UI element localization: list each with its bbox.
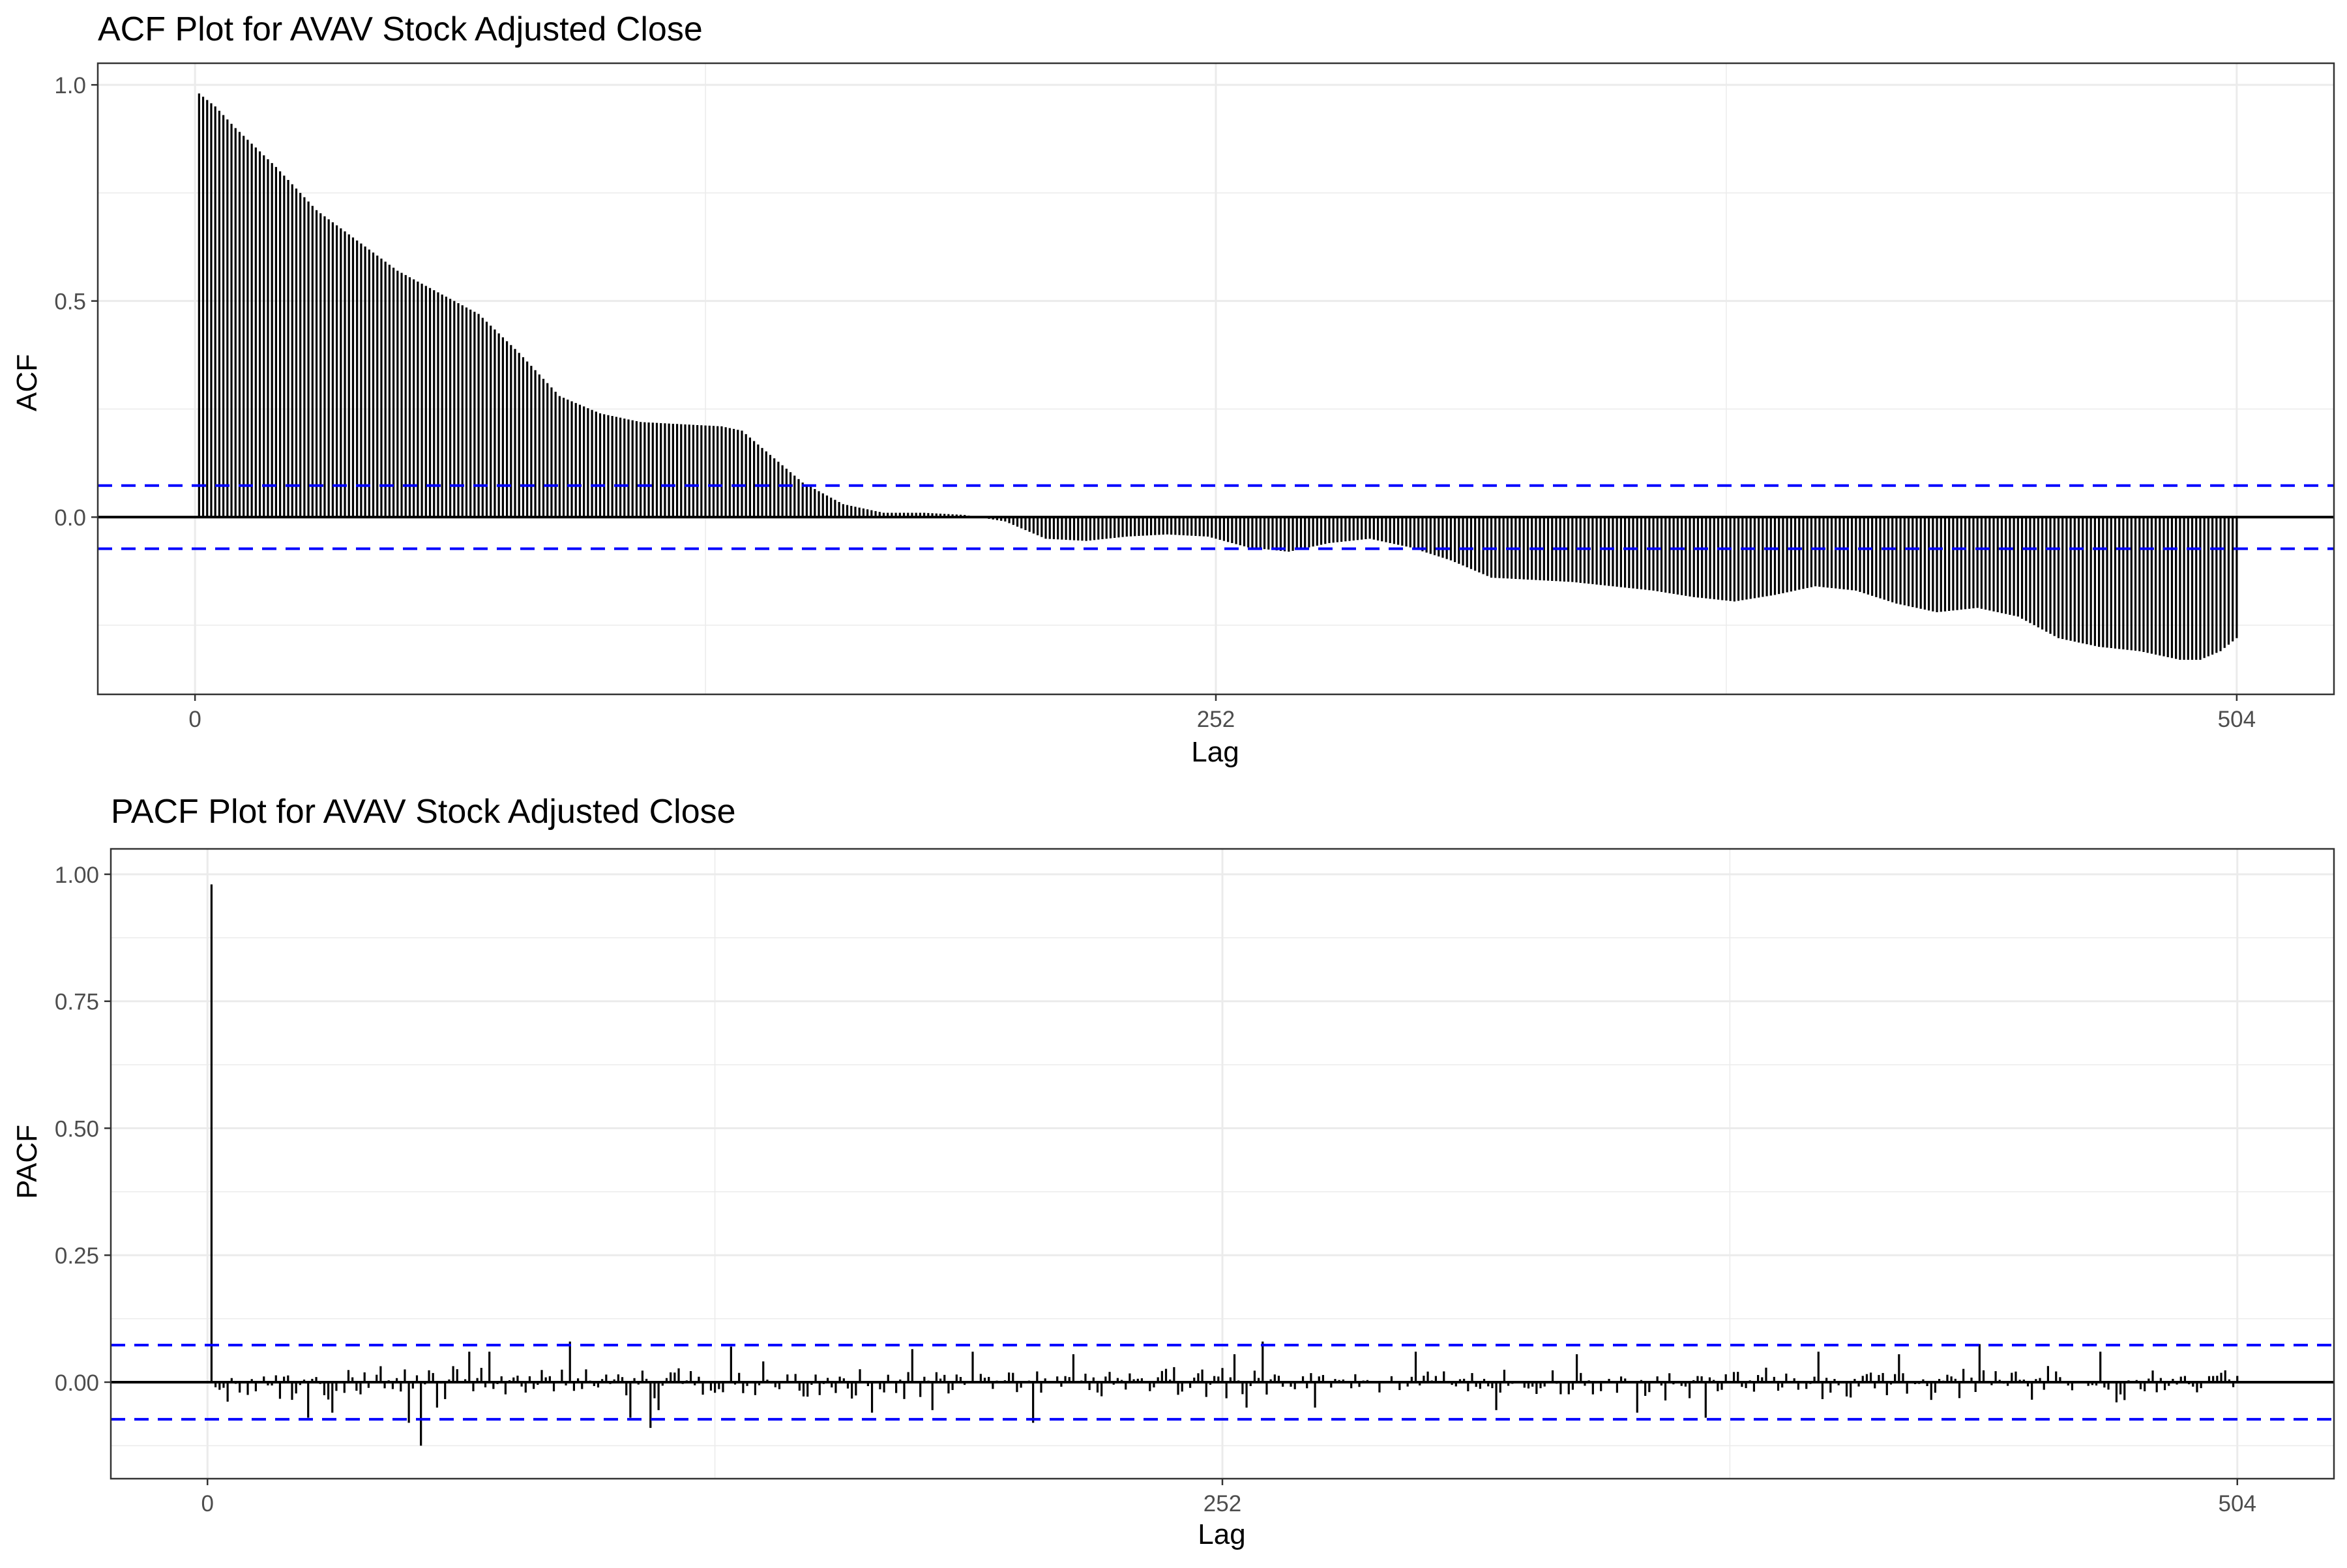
pacf-panel: PACF Plot for AVAV Stock Adjusted Close … bbox=[11, 793, 2335, 1550]
acf-panel: ACF Plot for AVAV Stock Adjusted Close 0… bbox=[11, 10, 2335, 768]
acf-bars bbox=[198, 93, 2238, 660]
x-tick-label: 252 bbox=[1203, 1491, 1241, 1516]
acf-y-axis-label: ACF bbox=[11, 354, 43, 411]
acf-chart-title: ACF Plot for AVAV Stock Adjusted Close bbox=[98, 10, 703, 48]
pacf-chart-title: PACF Plot for AVAV Stock Adjusted Close bbox=[111, 793, 736, 831]
pacf-x-axis: 0 252 504 bbox=[201, 1479, 2256, 1516]
x-tick-label: 0 bbox=[201, 1491, 214, 1516]
y-tick-label: 0.75 bbox=[55, 990, 99, 1015]
pacf-y-axis: 0.00 0.25 0.50 0.75 1.00 bbox=[55, 863, 111, 1396]
acf-x-axis: 0 252 504 bbox=[188, 694, 2256, 732]
y-tick-label: 0.50 bbox=[55, 1116, 99, 1142]
acf-x-axis-label: Lag bbox=[1191, 736, 1239, 768]
x-tick-label: 0 bbox=[188, 707, 201, 732]
pacf-gridlines bbox=[111, 849, 2334, 1479]
pacf-reference-lines bbox=[111, 1344, 2334, 1421]
y-tick-label: 1.00 bbox=[55, 863, 99, 888]
y-tick-label: 0.0 bbox=[54, 505, 86, 531]
x-tick-label: 252 bbox=[1197, 707, 1235, 732]
y-tick-label: 0.00 bbox=[55, 1370, 99, 1396]
x-tick-label: 504 bbox=[2218, 707, 2256, 732]
pacf-y-axis-label: PACF bbox=[11, 1125, 43, 1199]
x-tick-label: 504 bbox=[2219, 1491, 2256, 1516]
y-tick-label: 0.5 bbox=[54, 289, 86, 315]
y-tick-label: 0.25 bbox=[55, 1243, 99, 1269]
pacf-x-axis-label: Lag bbox=[1198, 1518, 1245, 1550]
acf-reference-lines bbox=[98, 484, 2334, 550]
y-tick-label: 1.0 bbox=[54, 73, 86, 98]
acf-y-axis: 0.0 0.5 1.0 bbox=[54, 73, 98, 531]
